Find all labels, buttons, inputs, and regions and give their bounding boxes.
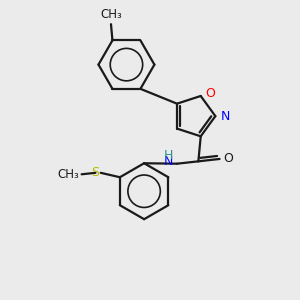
Text: N: N (164, 155, 173, 168)
Text: CH₃: CH₃ (100, 8, 122, 21)
Text: S: S (91, 166, 99, 179)
Text: CH₃: CH₃ (57, 168, 79, 181)
Text: O: O (205, 86, 215, 100)
Text: H: H (164, 149, 173, 162)
Text: O: O (224, 152, 234, 165)
Text: N: N (221, 110, 230, 123)
